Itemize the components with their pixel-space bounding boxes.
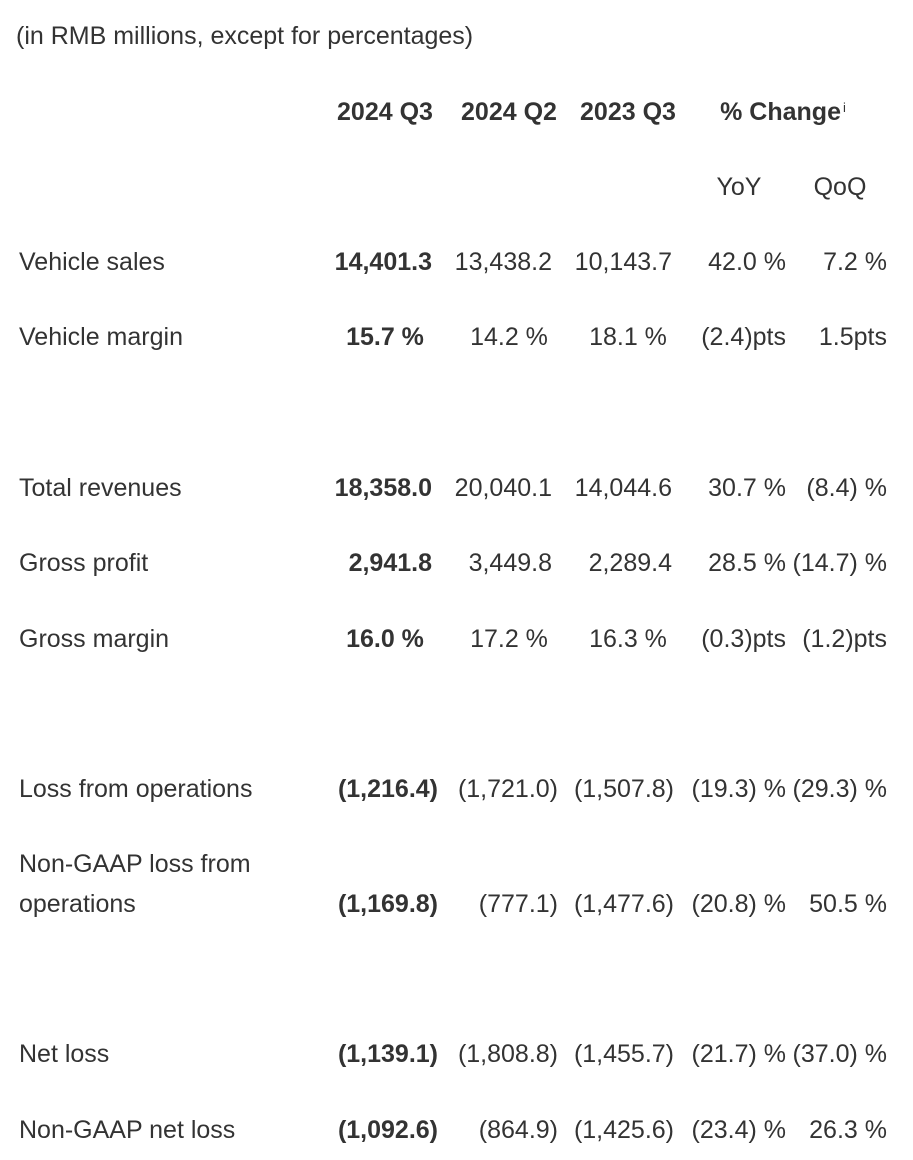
cell-2024-q2: (777.1) (478, 890, 558, 918)
cell-yoy: (2.4)pts (701, 323, 786, 351)
cell-qoq: (8.4) % (806, 474, 887, 502)
cell-qoq: (37.0) % (792, 1040, 887, 1068)
header-2024-q3: 2024 Q3 (337, 98, 433, 126)
cell-2024-q3: (1,169.8) (337, 890, 438, 918)
cell-2024-q3: 16.0 % (346, 625, 424, 653)
cell-2023-q3: 18.1 % (589, 323, 667, 351)
cell-2024-q3: 14,401.3 (334, 248, 432, 276)
cell-qoq: 1.5pts (818, 323, 887, 351)
cell-qoq: (1.2)pts (802, 625, 887, 653)
cell-yoy: (0.3)pts (701, 625, 786, 653)
cell-yoy: 42.0 % (708, 248, 786, 276)
cell-2024-q2: (1,721.0) (457, 775, 558, 803)
cell-2023-q3: (1,425.6) (573, 1116, 674, 1144)
cell-yoy: (23.4) % (691, 1116, 786, 1144)
cell-2023-q3: (1,455.7) (573, 1040, 674, 1068)
cell-yoy: 30.7 % (708, 474, 786, 502)
row-label: Vehicle margin (19, 323, 183, 351)
cell-qoq: (29.3) % (792, 775, 887, 803)
cell-2024-q2: 3,449.8 (468, 549, 552, 577)
info-note-marker: i (842, 100, 846, 115)
cell-yoy: (21.7) % (691, 1040, 786, 1068)
cell-2023-q3: (1,477.6) (573, 890, 674, 918)
header-2024-q2: 2024 Q2 (461, 98, 557, 126)
cell-2024-q3: 18,358.0 (334, 474, 432, 502)
row-label: Gross profit (19, 549, 149, 577)
cell-yoy: (20.8) % (691, 890, 786, 918)
percent-change-label: % Change (720, 98, 841, 126)
cell-qoq: 26.3 % (809, 1116, 887, 1144)
row-label: Non-GAAP net loss (19, 1116, 236, 1144)
cell-2024-q3: (1,139.1) (337, 1040, 438, 1068)
row-label: Total revenues (19, 474, 182, 502)
cell-2024-q2: (1,808.8) (457, 1040, 558, 1068)
cell-2024-q2: 20,040.1 (454, 474, 552, 502)
header-qoq: QoQ (813, 173, 867, 201)
header-percent-change: % Change i (703, 96, 863, 128)
cell-2024-q2: 13,438.2 (454, 248, 552, 276)
cell-2023-q3: 10,143.7 (574, 248, 672, 276)
cell-2024-q2: 14.2 % (470, 323, 548, 351)
header-yoy: YoY (716, 173, 762, 201)
cell-2024-q3: (1,092.6) (337, 1116, 438, 1144)
row-label-line2: operations (19, 890, 136, 918)
header-2023-q3: 2023 Q3 (580, 98, 676, 126)
row-label: Gross margin (19, 625, 170, 653)
cell-yoy: 28.5 % (708, 549, 786, 577)
cell-2023-q3: 14,044.6 (574, 474, 672, 502)
row-label-line1: Non-GAAP loss from (19, 850, 251, 878)
row-label: Loss from operations (19, 775, 253, 803)
cell-2024-q3: 15.7 % (346, 323, 424, 351)
cell-2023-q3: (1,507.8) (573, 775, 674, 803)
table-caption: (in RMB millions, except for percentages… (16, 22, 474, 50)
cell-2024-q3: (1,216.4) (337, 775, 438, 803)
cell-2023-q3: 2,289.4 (588, 549, 672, 577)
cell-2023-q3: 16.3 % (589, 625, 667, 653)
row-label: Vehicle sales (19, 248, 165, 276)
cell-qoq: (14.7) % (792, 549, 887, 577)
cell-qoq: 50.5 % (809, 890, 887, 918)
cell-yoy: (19.3) % (691, 775, 786, 803)
cell-2024-q3: 2,941.8 (348, 549, 432, 577)
cell-2024-q2: (864.9) (478, 1116, 558, 1144)
row-label: Net loss (19, 1040, 110, 1068)
cell-qoq: 7.2 % (823, 248, 887, 276)
cell-2024-q2: 17.2 % (470, 625, 548, 653)
